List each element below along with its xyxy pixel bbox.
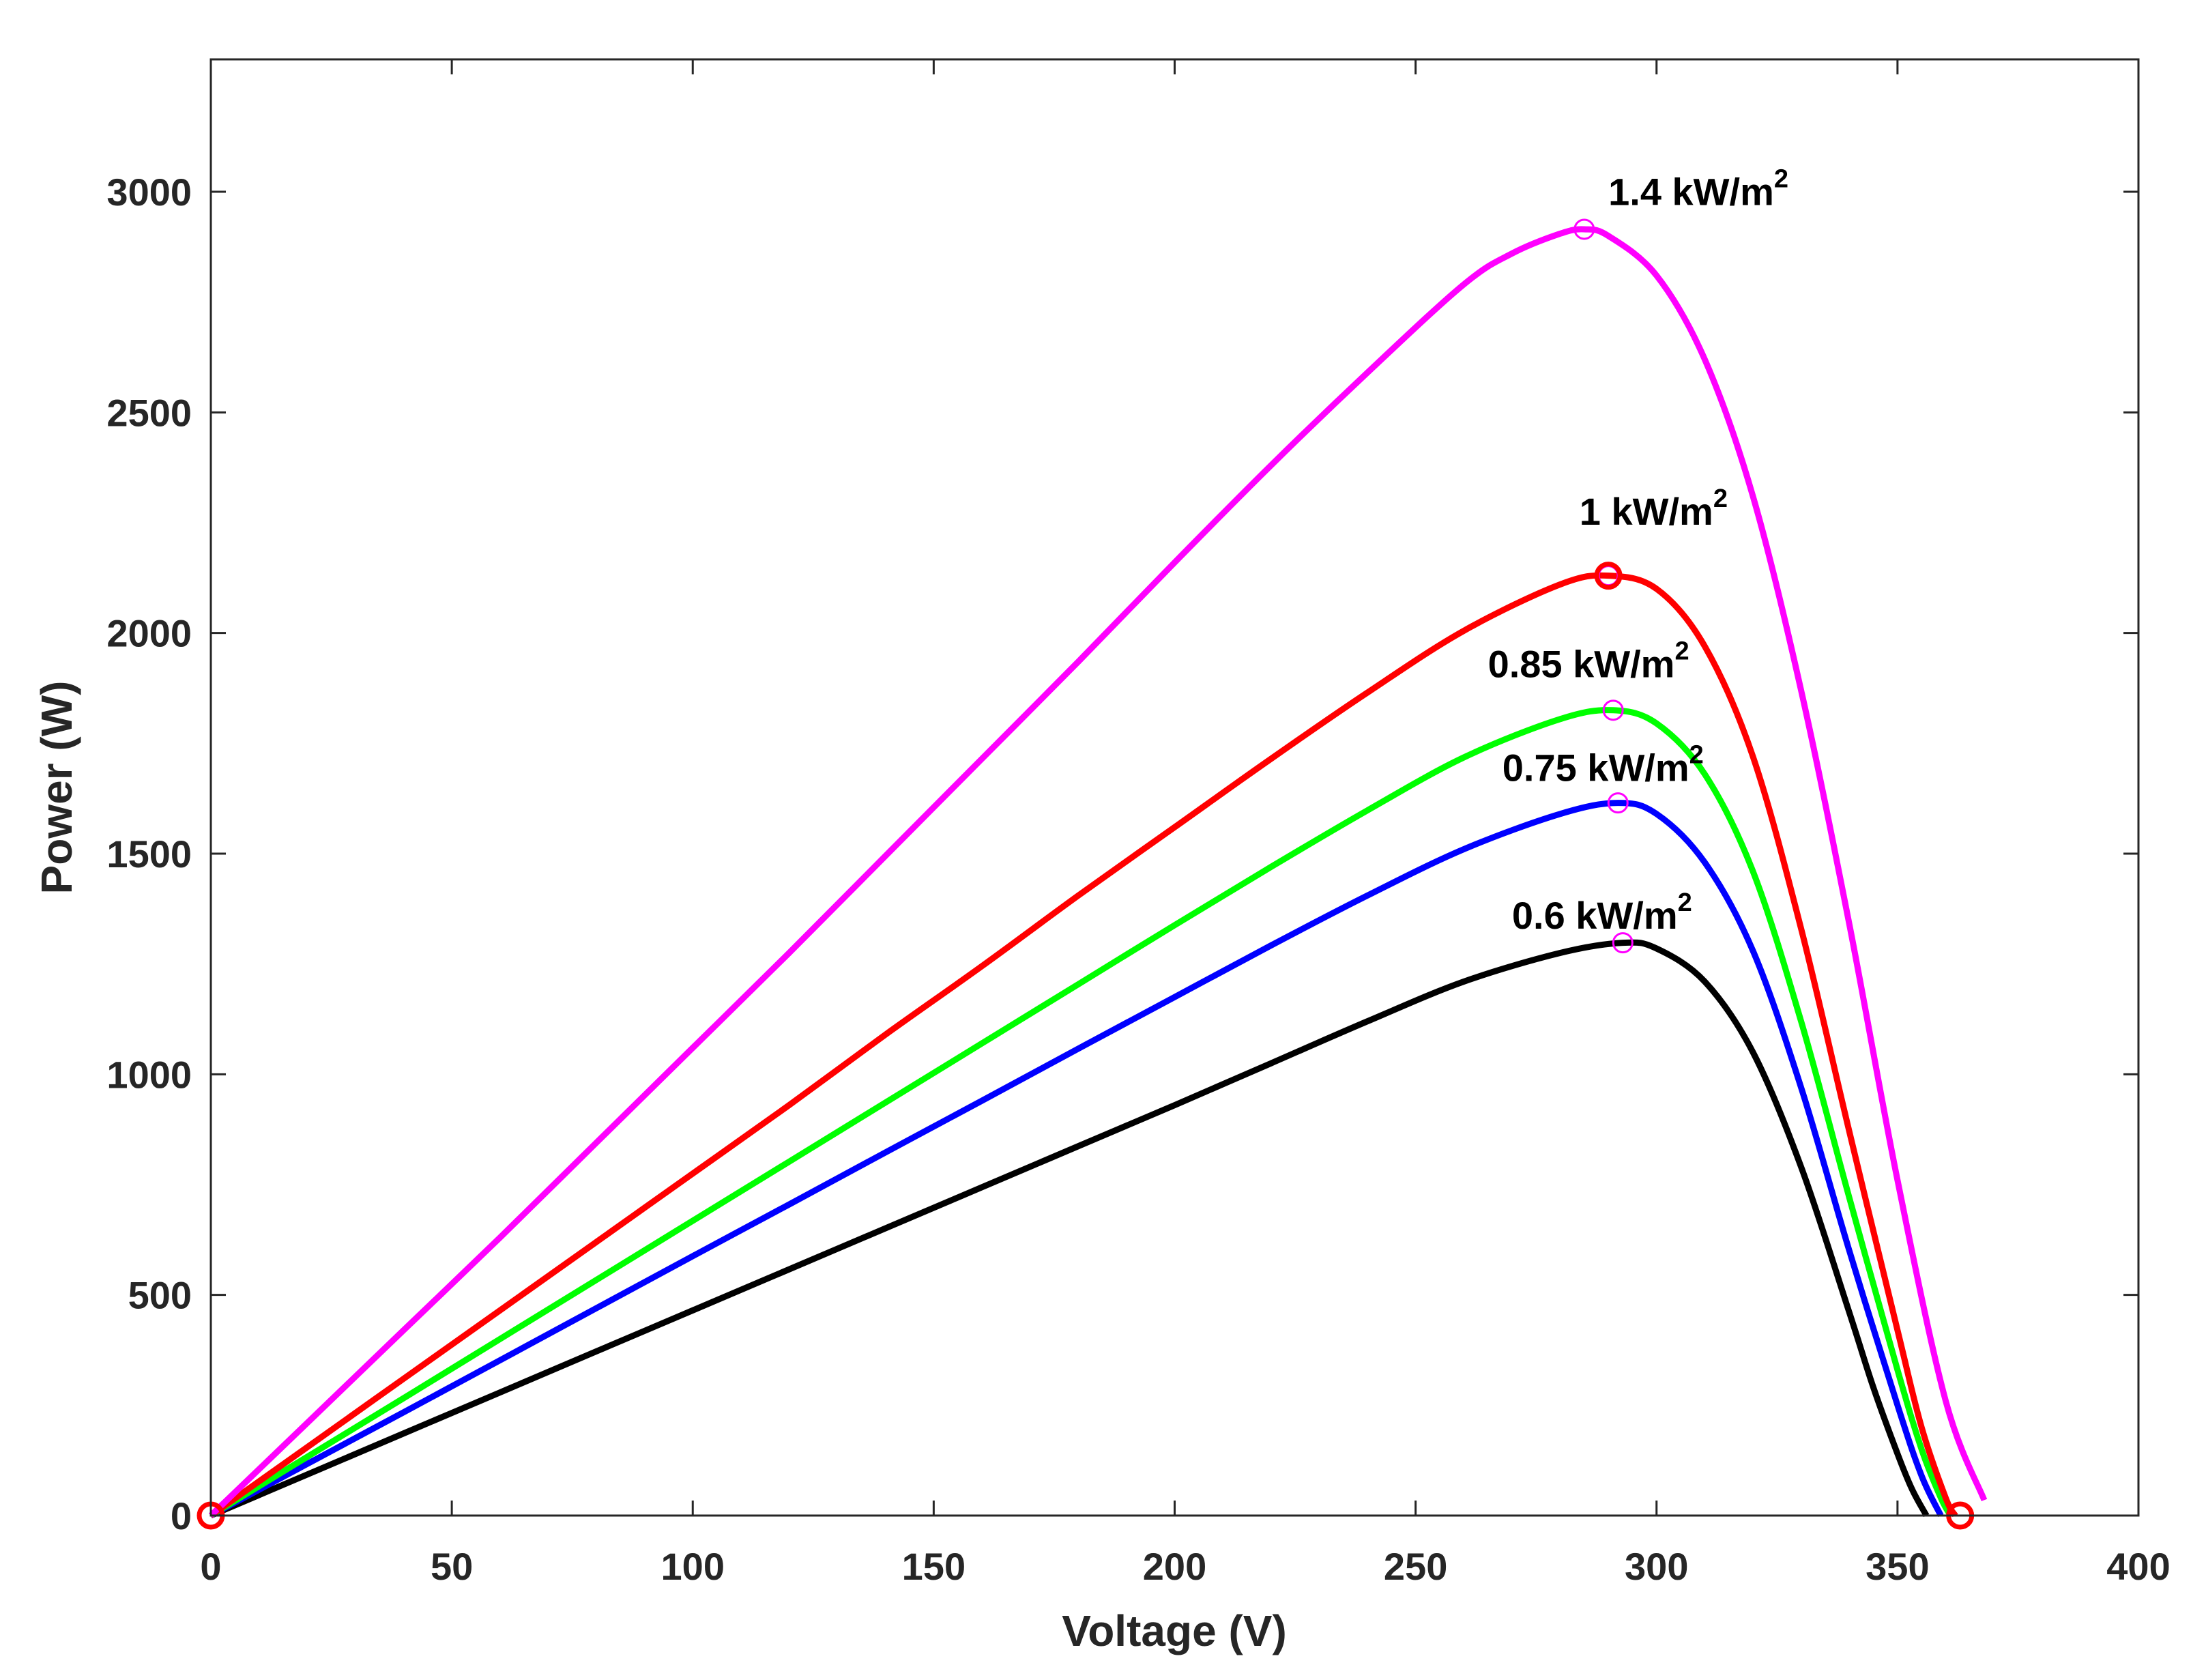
mpp-point-marker [1602, 699, 1624, 721]
y-tick-label: 2000 [106, 612, 192, 655]
y-tick-label: 3000 [106, 171, 192, 214]
x-tick-label: 50 [431, 1545, 473, 1588]
y-tick-label: 500 [128, 1274, 192, 1317]
y-tick-label: 0 [171, 1494, 192, 1537]
y-axis-title: Power (W) [32, 681, 81, 895]
curve-label: 0.75 kW/m2 [1503, 740, 1704, 789]
x-tick-label: 0 [200, 1545, 221, 1588]
mpp-point-marker [1612, 932, 1634, 954]
mpp-point-marker [1607, 792, 1629, 814]
x-tick-label: 400 [2106, 1545, 2170, 1588]
x-tick-label: 100 [661, 1545, 725, 1588]
x-tick-label: 150 [902, 1545, 966, 1588]
x-tick-label: 300 [1625, 1545, 1688, 1588]
curve-label: 0.85 kW/m2 [1488, 637, 1689, 685]
series-line [209, 707, 1954, 1518]
plot-background [211, 59, 2138, 1516]
ticks-layer: 0 50 100 150 200 250 300 350 400 0 500 1000 1500 2000… [106, 59, 2171, 1588]
series-line [209, 939, 1930, 1519]
x-tick-label: 200 [1143, 1545, 1206, 1588]
x-tick-label: 250 [1384, 1545, 1447, 1588]
x-tick-label: 350 [1866, 1545, 1929, 1588]
x-axis-title: Voltage (V) [1062, 1606, 1287, 1655]
mpp-1kw-marker [1594, 562, 1623, 590]
labels-layer: 1.4 kW/m2 1 kW/m2 0.85 kW/m2 0.75 kW/m2 0.6 … [1488, 164, 1788, 937]
series-line [209, 572, 1958, 1518]
y-tick-label: 2500 [106, 391, 192, 434]
series-line [209, 800, 1944, 1518]
curve-label: 1.4 kW/m2 [1608, 164, 1788, 213]
curve-label: 0.6 kW/m2 [1512, 888, 1692, 937]
series-line [208, 226, 1988, 1518]
y-tick-label: 1000 [106, 1053, 192, 1096]
mpp-point-marker [1573, 218, 1595, 240]
curve-label: 1 kW/m2 [1580, 484, 1728, 533]
curves-layer [208, 226, 1988, 1519]
y-tick-label: 1500 [106, 832, 192, 875]
